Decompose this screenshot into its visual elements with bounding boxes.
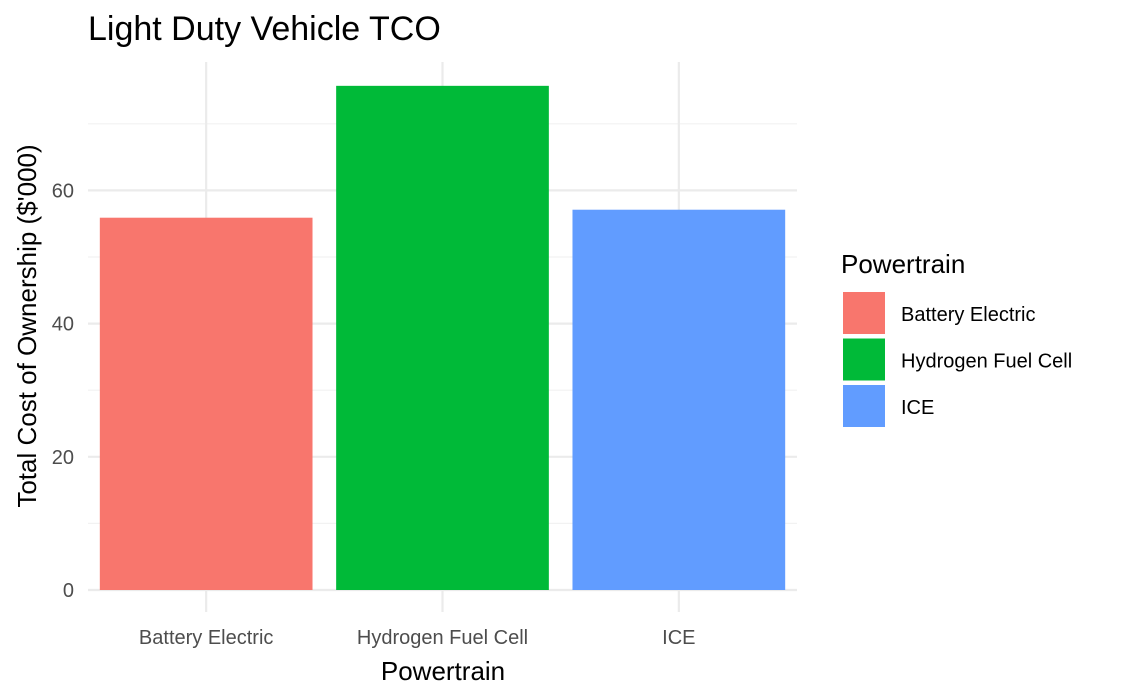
y-axis-title: Total Cost of Ownership ($'000) <box>12 144 42 507</box>
legend: Powertrain Battery Electric Hydrogen Fuel… <box>841 249 1072 427</box>
legend-label: ICE <box>901 397 934 419</box>
y-tick-label: 40 <box>52 314 74 336</box>
bar <box>336 85 549 590</box>
x-tick-label: Hydrogen Fuel Cell <box>357 627 528 649</box>
bars <box>99 85 786 591</box>
y-axis-ticks: 0 20 40 60 <box>52 180 74 602</box>
legend-swatch <box>843 385 885 427</box>
bar <box>572 209 786 591</box>
legend-swatch <box>843 292 885 334</box>
y-tick-label: 60 <box>52 180 74 202</box>
bar <box>99 217 313 590</box>
y-tick-label: 20 <box>52 447 74 469</box>
y-tick-label: 0 <box>63 580 74 602</box>
legend-label: Hydrogen Fuel Cell <box>901 351 1072 373</box>
legend-swatch <box>843 338 885 381</box>
legend-label: Battery Electric <box>901 304 1035 326</box>
legend-title: Powertrain <box>841 249 965 279</box>
x-axis-title: Powertrain <box>381 656 505 686</box>
x-axis-ticks: Battery Electric Hydrogen Fuel Cell ICE <box>139 627 696 649</box>
x-tick-label: ICE <box>662 627 695 649</box>
x-tick-label: Battery Electric <box>139 627 273 649</box>
chart-title: Light Duty Vehicle TCO <box>88 10 441 48</box>
